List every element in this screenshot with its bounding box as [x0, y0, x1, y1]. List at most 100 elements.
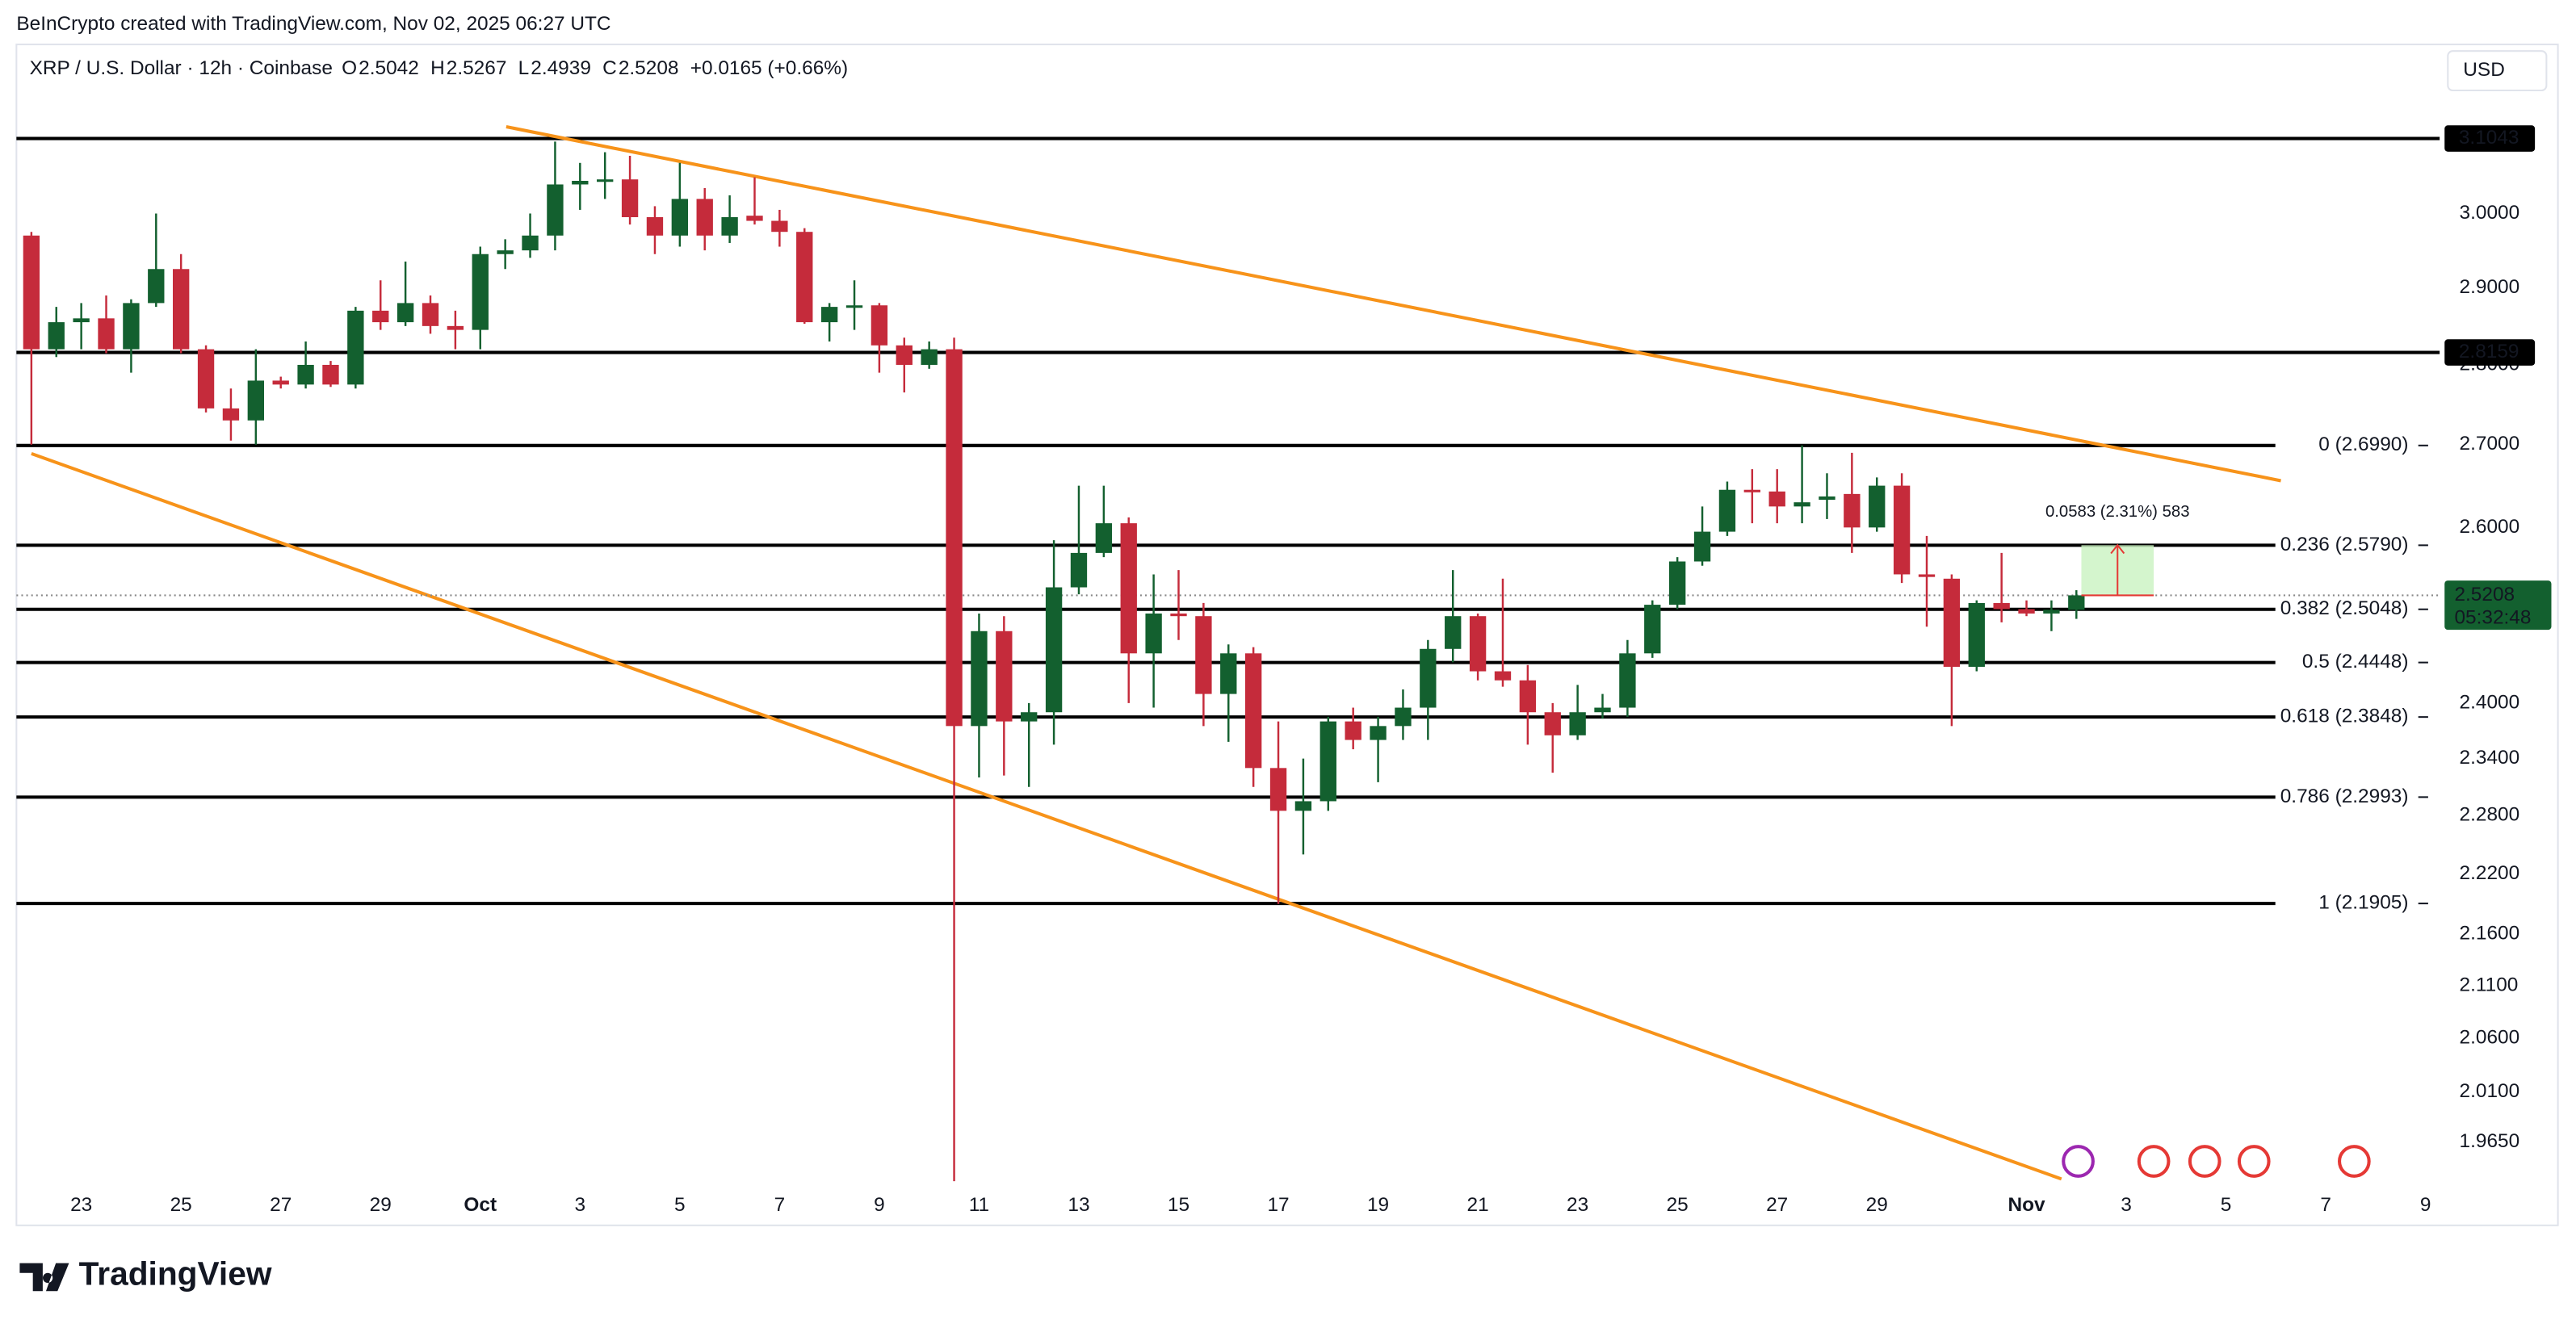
- candle-body: [2068, 595, 2085, 610]
- candle-body: [597, 179, 614, 182]
- candle-body: [1893, 485, 1911, 575]
- x-tick-label: 9: [2420, 1194, 2431, 1216]
- x-tick-label: 7: [774, 1194, 786, 1216]
- candle-body: [2018, 609, 2035, 614]
- candle-body: [1869, 485, 1886, 528]
- candle-body: [73, 318, 90, 323]
- candle-body: [1220, 653, 1237, 694]
- candle-body: [1045, 587, 1063, 713]
- x-tick-label: 29: [370, 1194, 392, 1216]
- event-icon[interactable]: [2137, 1145, 2171, 1178]
- brand: TradingView: [79, 1255, 272, 1293]
- x-tick-label: 29: [1866, 1194, 1888, 1216]
- candle-body: [1968, 602, 1985, 667]
- candle-body: [148, 269, 165, 304]
- candle-body: [173, 269, 190, 350]
- candle-body: [497, 250, 514, 254]
- fib-label: 1 (2.1905): [2318, 892, 2408, 914]
- ohlc-letter: H: [430, 57, 445, 79]
- event-icons: [2062, 1145, 2371, 1178]
- candle-body: [1269, 768, 1287, 811]
- x-tick-label: 13: [1068, 1194, 1089, 1216]
- candle-body: [845, 305, 863, 308]
- trendline: [506, 125, 2281, 483]
- x-tick-label: 15: [1168, 1194, 1189, 1216]
- candle-body: [1943, 578, 1961, 667]
- candle-body: [1819, 496, 1836, 501]
- currency-button[interactable]: [2447, 50, 2548, 92]
- last-price: 2.5208: [2454, 584, 2515, 605]
- candle-body: [48, 322, 65, 350]
- candle-body: [1644, 605, 1661, 654]
- x-tick-label: 19: [1367, 1194, 1389, 1216]
- fib-label: 0.382 (2.5048): [2280, 597, 2409, 619]
- candle-body: [1195, 616, 1212, 694]
- candle-body: [1244, 653, 1262, 769]
- candle-body: [1544, 712, 1561, 735]
- currency[interactable]: USD: [2463, 59, 2505, 81]
- event-icon[interactable]: [2062, 1145, 2095, 1178]
- candle-body: [1619, 653, 1636, 708]
- candle-body: [547, 184, 564, 236]
- candle-body: [1794, 502, 1810, 507]
- fib-label: 0.618 (2.3848): [2280, 706, 2409, 727]
- ohlc-value: 2.4939: [531, 57, 591, 79]
- y-tick-label: 2.9000: [2460, 276, 2520, 298]
- event-icon[interactable]: [2237, 1145, 2271, 1178]
- candle-body: [1445, 616, 1462, 649]
- candle-body: [422, 303, 439, 326]
- x-tick-label: 9: [874, 1194, 885, 1216]
- event-icon[interactable]: [2188, 1145, 2221, 1178]
- attribution: BeInCrypto created with TradingView.com,…: [16, 13, 610, 35]
- brand-logo: [19, 1263, 69, 1292]
- candle-body: [696, 199, 713, 236]
- x-tick-label: 23: [70, 1194, 92, 1216]
- candle-body: [621, 179, 639, 217]
- candle-body: [1569, 712, 1586, 735]
- x-tick-label: 25: [1667, 1194, 1689, 1216]
- candle-body: [247, 380, 264, 421]
- y-tick-label: 2.1100: [2460, 974, 2519, 995]
- candle-body: [1668, 561, 1686, 605]
- candle-body: [1095, 523, 1113, 553]
- measure-arrowhead: [2110, 543, 2125, 555]
- candle-body: [1170, 613, 1187, 617]
- candle-body: [1594, 707, 1611, 713]
- x-tick-label: 17: [1267, 1194, 1289, 1216]
- candle-body: [1070, 552, 1088, 588]
- candle-body: [197, 349, 215, 409]
- candle-body: [1743, 489, 1760, 492]
- symbol: XRP / U.S. Dollar · 12h · Coinbase: [30, 57, 333, 79]
- candle-body: [771, 220, 788, 233]
- trendline: [31, 451, 2062, 1181]
- candle-body: [472, 253, 489, 330]
- candle-body: [572, 181, 589, 185]
- x-tick-label: 3: [575, 1194, 586, 1216]
- y-tick-label: 2.2800: [2460, 804, 2520, 826]
- x-tick-label: 25: [170, 1194, 192, 1216]
- candle-body: [896, 345, 913, 365]
- y-tick-label: 2.0100: [2460, 1080, 2520, 1102]
- candle-body: [372, 310, 389, 323]
- y-tick-label: 2.6000: [2460, 516, 2520, 538]
- candle-body: [671, 199, 689, 236]
- y-tick-label: 2.7000: [2460, 433, 2520, 455]
- ohlc-letter: C: [602, 57, 617, 79]
- x-tick-label: 23: [1567, 1194, 1588, 1216]
- y-tick-label: 2.4000: [2460, 691, 2520, 713]
- x-tick-label: 5: [674, 1194, 686, 1216]
- candle-body: [1693, 531, 1711, 562]
- x-tick-label: 27: [270, 1194, 292, 1216]
- candle-body: [522, 235, 539, 251]
- candle-body: [447, 325, 464, 330]
- event-icon[interactable]: [2338, 1145, 2371, 1178]
- candle-body: [946, 349, 963, 727]
- candle-body: [1395, 707, 1412, 727]
- candle-body: [322, 364, 339, 385]
- ohlc-change: +0.0165 (+0.66%): [690, 57, 848, 79]
- candle-body: [347, 310, 364, 385]
- x-tick-label: Oct: [464, 1194, 497, 1216]
- price-label-box: [2444, 339, 2536, 366]
- candle-body: [297, 364, 314, 385]
